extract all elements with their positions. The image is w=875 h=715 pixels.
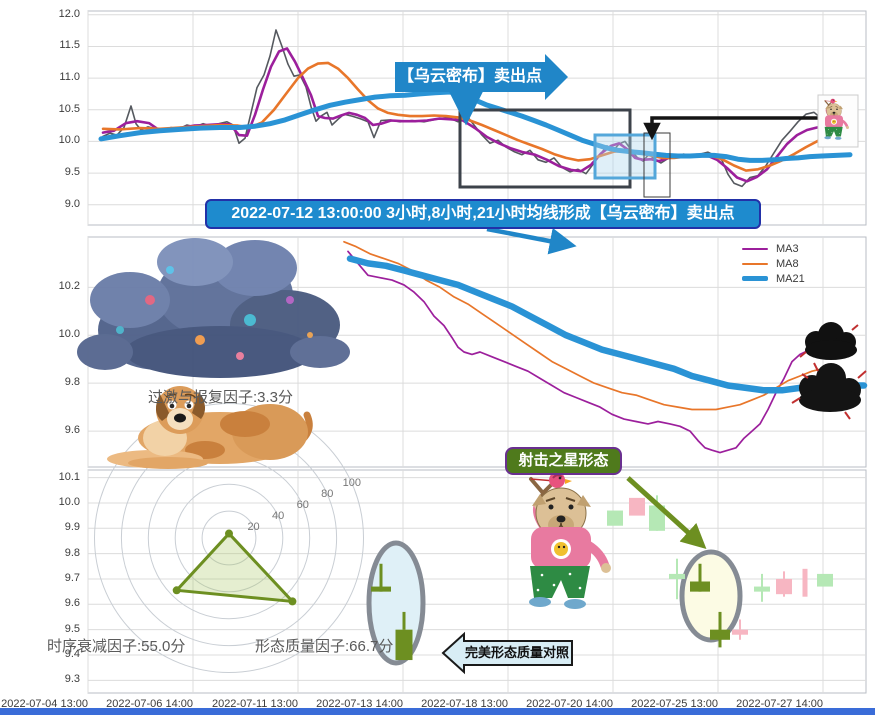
candle-body: [395, 629, 413, 661]
bottom-edge-bar: [0, 708, 875, 715]
x-tick-label: 2022-07-13 14:00: [316, 698, 403, 710]
legend-label: MA21: [776, 272, 805, 285]
pig-connector-arrow: [643, 116, 818, 141]
candle-body: [710, 629, 730, 640]
dark-cloud-icon: [799, 322, 859, 360]
legend-swatch: [742, 276, 768, 281]
sell-callout-label: 【乌云密布】卖出点: [397, 68, 542, 85]
x-tick-label: 2022-07-27 14:00: [736, 698, 823, 710]
candle-body: [776, 578, 792, 595]
candle-body: [732, 629, 748, 635]
y-tick-label: 9.8: [64, 376, 80, 389]
y-tick-label: 9.6: [64, 597, 80, 610]
storm-cloud-illustration: [77, 238, 350, 378]
radar-ring: [174, 483, 284, 593]
candle-body: [669, 573, 685, 579]
y-tick-label: 9.5: [64, 166, 80, 179]
radar-vertex-dot: [288, 597, 297, 606]
radar-vertex-dot: [225, 529, 233, 538]
y-tick-label: 11.0: [59, 71, 80, 84]
sell-callout-arrow: [395, 54, 568, 126]
series-MA21: [346, 255, 868, 394]
candle-body: [649, 505, 665, 531]
pattern-badge-thumbnail: [817, 94, 859, 148]
y-tick-label: 9.6: [64, 424, 80, 437]
shooting-star-label: 射击之星形态: [505, 447, 622, 475]
candle-body: [607, 510, 623, 526]
slingshot-character-illustration: [529, 472, 611, 609]
banner-pointer-arrow: [486, 226, 577, 255]
candle-body: [690, 581, 710, 592]
legend: MA3 MA8 MA21: [742, 241, 805, 286]
radar-factor-triangle: [175, 532, 294, 603]
y-tick-label: 10.0: [58, 328, 80, 341]
y-tick-label: 9.4: [64, 647, 80, 660]
sell-signal-window-box: [458, 108, 632, 189]
legend-swatch: [742, 247, 768, 250]
legend-label: MA8: [776, 257, 799, 270]
radar-ring-label: 80: [321, 488, 334, 501]
x-tick-label: 2022-07-25 13:00: [631, 698, 718, 710]
legend-item-MA21: MA21: [742, 271, 805, 286]
x-tick-label: 2022-07-04 13:00: [1, 698, 88, 710]
x-tick-label: 2022-07-20 14:00: [526, 698, 613, 710]
candle-body: [371, 586, 391, 592]
y-tick-label: 10.1: [58, 470, 80, 483]
dark-cloud-lightning-icon: [791, 362, 867, 420]
factor-overreact-text: 过激与报复因子:3.3分: [148, 389, 294, 406]
y-tick-label: 9.9: [64, 521, 80, 534]
x-tick-label: 2022-07-11 13:00: [211, 698, 298, 710]
y-tick-label: 9.8: [64, 546, 80, 559]
candle-body: [754, 586, 770, 592]
legend-item-MA8: MA8: [742, 256, 805, 271]
radar-ring-label: 40: [272, 510, 285, 523]
legend-label: MA3: [776, 242, 799, 255]
factor-quality-text: 形态质量因子:66.7分: [255, 638, 394, 655]
y-tick-label: 10.0: [58, 134, 80, 147]
candle-body: [802, 568, 808, 597]
radar-ring-label: 60: [296, 499, 309, 512]
x-tick-label: 2022-07-06 14:00: [106, 698, 193, 710]
pattern-pointer-arrow: [626, 476, 707, 550]
legend-item-MA3: MA3: [742, 241, 805, 256]
y-tick-label: 9.7: [64, 571, 80, 584]
pattern-highlight-box: [593, 133, 657, 180]
y-tick-label: 12.0: [58, 7, 80, 20]
radar-ring: [201, 510, 257, 566]
y-tick-label: 10.0: [58, 495, 80, 508]
pattern-highlight-ellipse: [679, 549, 743, 643]
series-MA3: [347, 250, 829, 454]
series-MA8: [343, 240, 823, 411]
radar-ring: [94, 403, 364, 673]
y-tick-label: 10.2: [58, 280, 80, 293]
y-tick-label: 11.5: [59, 39, 80, 52]
radar-ring-label: 100: [342, 477, 362, 490]
y-tick-label: 9.0: [64, 197, 80, 210]
series-MA21: [98, 89, 853, 163]
dog-illustration: [107, 386, 313, 469]
y-tick-label: 9.3: [64, 673, 80, 686]
candle-body: [629, 497, 645, 516]
x-tick-label: 2022-07-18 13:00: [421, 698, 508, 710]
y-tick-label: 9.5: [64, 622, 80, 635]
candle-body: [817, 573, 833, 587]
radar-vertex-dot: [172, 586, 181, 595]
sell-signal-banner: 2022-07-12 13:00:00 3小时,8小时,21小时均线形成【乌云密…: [205, 199, 761, 229]
factor-decay-text: 时序衰减因子:55.0分: [47, 638, 186, 655]
radar-ring-label: 20: [247, 521, 260, 534]
perfect-comparison-arrow-box: [441, 631, 573, 675]
y-tick-label: 10.5: [58, 102, 80, 115]
legend-swatch: [742, 262, 768, 265]
perfect-comparison-label: 完美形态质量对照: [464, 645, 569, 660]
